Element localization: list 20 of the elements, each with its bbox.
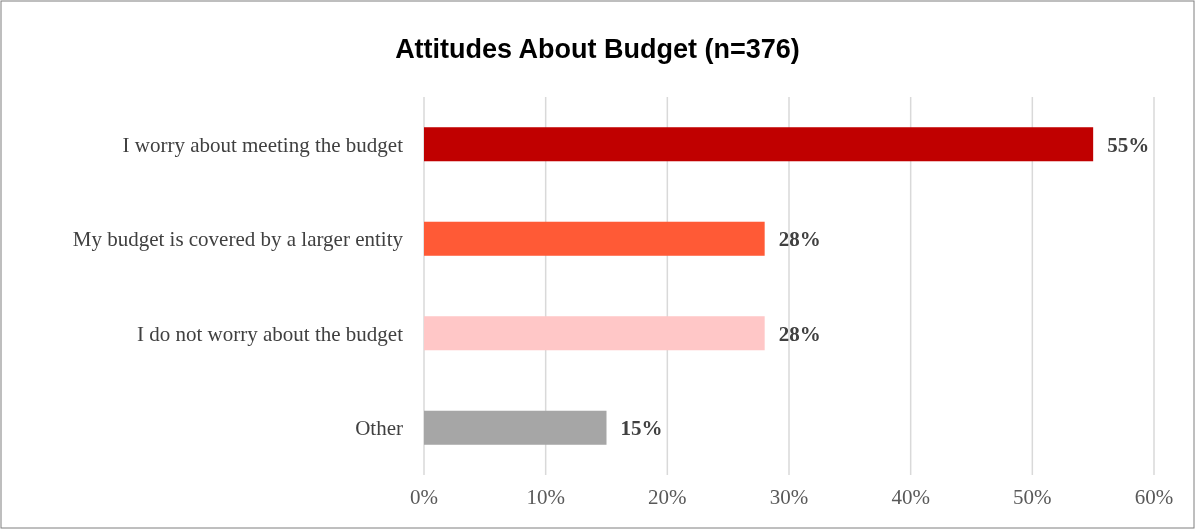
y-tick-label: I worry about meeting the budget bbox=[122, 132, 404, 157]
x-tick-label: 20% bbox=[648, 485, 687, 509]
bar bbox=[424, 316, 765, 351]
chart-title: Attitudes About Budget (n=376) bbox=[395, 34, 800, 64]
x-tick-label: 30% bbox=[769, 485, 809, 509]
data-label: 28% bbox=[778, 227, 821, 252]
bar bbox=[424, 410, 607, 445]
data-label: 55% bbox=[1107, 132, 1150, 157]
x-tick-label: 60% bbox=[1134, 485, 1174, 509]
bar bbox=[424, 127, 1094, 162]
x-tick-label: 50% bbox=[1013, 485, 1052, 509]
x-tick-label: 0% bbox=[410, 485, 438, 509]
x-tick-label: 40% bbox=[891, 485, 930, 509]
y-tick-label: My budget is covered by a larger entity bbox=[72, 227, 404, 252]
data-label: 28% bbox=[778, 321, 821, 346]
data-label: 15% bbox=[620, 416, 663, 441]
bar bbox=[424, 221, 765, 256]
y-tick-label: Other bbox=[355, 416, 403, 441]
x-tick-label: 10% bbox=[526, 485, 565, 509]
y-tick-label: I do not worry about the budget bbox=[137, 321, 404, 346]
